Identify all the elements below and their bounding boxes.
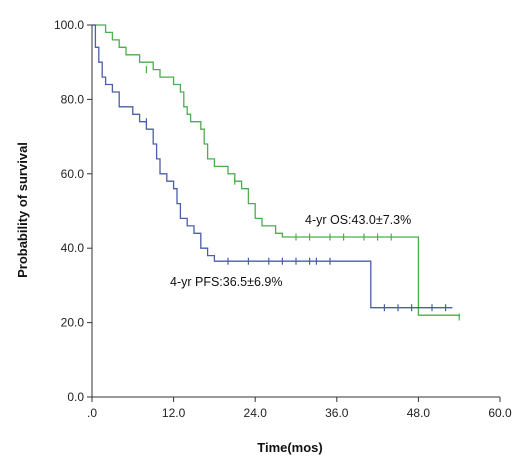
annotation-os-label: 4-yr OS:43.0±7.3% — [305, 213, 411, 227]
y-tick-label: 0.0 — [67, 390, 84, 404]
y-tick-label: 20.0 — [61, 316, 85, 330]
y-tick-label: 80.0 — [61, 92, 85, 106]
x-tick-label: 24.0 — [244, 406, 268, 420]
x-tick-label: 60.0 — [488, 406, 512, 420]
y-tick-label: 60.0 — [61, 167, 85, 181]
x-tick-label: 12.0 — [162, 406, 186, 420]
x-tick-label: 36.0 — [325, 406, 349, 420]
x-tick-label: .0 — [87, 406, 97, 420]
series-layer — [92, 24, 460, 321]
x-tick-label: 48.0 — [407, 406, 431, 420]
x-axis-label: Time(mos) — [257, 440, 323, 455]
y-tick-label: 100.0 — [54, 18, 84, 32]
axes-layer: 0.0 20.0 40.0 60.0 80.0 100.0 .0 12.0 24.0 36.0 48… — [54, 18, 512, 420]
annotation-pfs-label: 4-yr PFS:36.5±6.9% — [170, 275, 282, 289]
series-line-os — [92, 24, 460, 317]
y-axis-label: Probability of survival — [15, 142, 30, 278]
y-tick-label: 40.0 — [61, 241, 85, 255]
series-line-pfs — [92, 24, 453, 309]
